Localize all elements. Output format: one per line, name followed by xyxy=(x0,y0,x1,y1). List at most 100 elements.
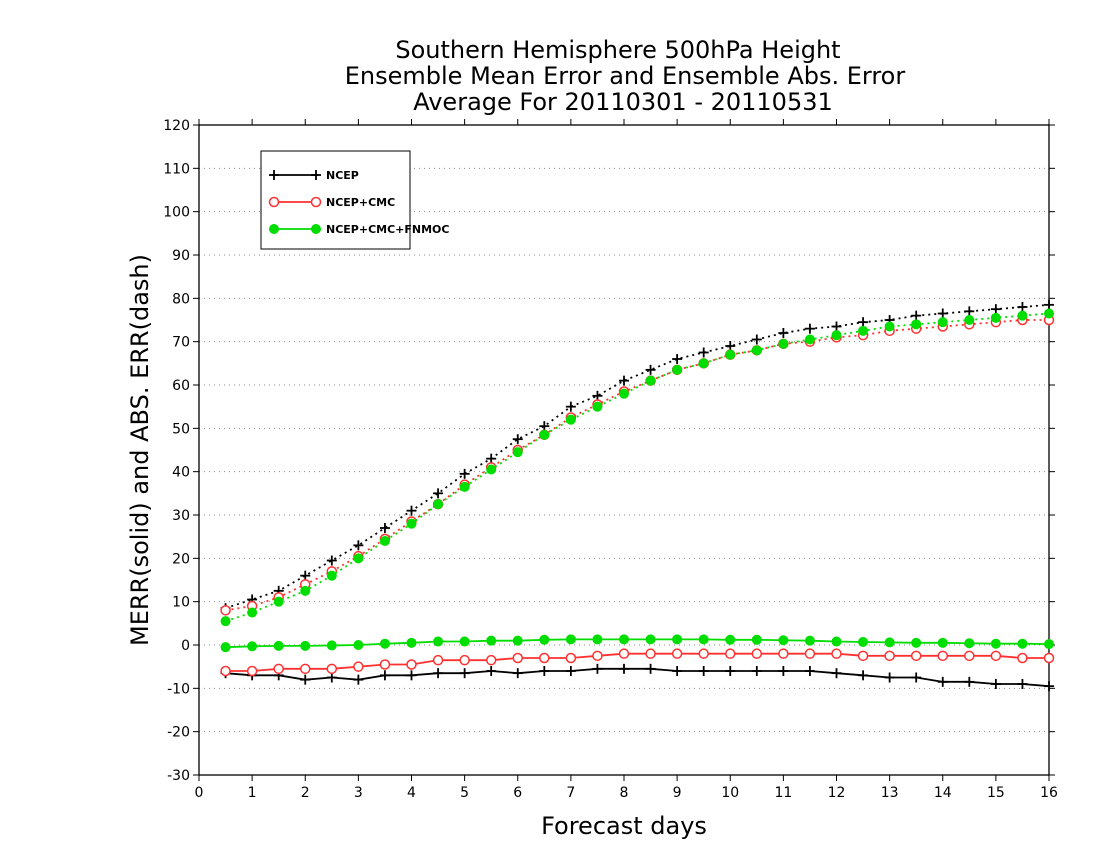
abs-err-point xyxy=(459,468,470,479)
mean-err-point xyxy=(1017,679,1028,689)
abs-err-point xyxy=(539,429,550,440)
mean-err-point xyxy=(1043,652,1055,664)
chart-title: Southern Hemisphere 500hPa Height Ensemb… xyxy=(345,36,906,116)
abs-err-point xyxy=(645,364,656,375)
mean-err-point xyxy=(486,666,497,676)
y-tick-label: 10 xyxy=(172,595,190,611)
mean-err-point xyxy=(911,637,922,648)
legend-item: NCEP+CMC+FNMOC xyxy=(269,223,449,236)
abs-err-point xyxy=(990,304,1001,315)
mean-err-point xyxy=(300,663,311,675)
legend-label: NCEP+CMC xyxy=(326,196,395,209)
mean-err-point xyxy=(406,670,417,681)
abs-err-line xyxy=(225,319,1049,612)
y-tick-label: 110 xyxy=(163,161,190,177)
x-tick-label: 9 xyxy=(673,785,682,801)
series-group xyxy=(220,299,1055,692)
abs-err-point xyxy=(273,596,284,607)
mean-err-point xyxy=(751,648,763,659)
abs-err-point xyxy=(353,553,364,564)
mean-err-point xyxy=(379,659,391,670)
abs-err-point xyxy=(459,481,470,492)
mean-err-point xyxy=(619,663,629,674)
x-tick-label: 10 xyxy=(721,785,739,801)
abs-err-point xyxy=(512,434,523,445)
mean-err-point xyxy=(964,638,975,649)
legend-label: NCEP+CMC+FNMOC xyxy=(326,223,449,236)
abs-err-point xyxy=(778,338,789,349)
abs-err-point xyxy=(884,321,895,332)
abs-err-point xyxy=(220,605,231,616)
abs-err-point xyxy=(565,414,576,425)
x-tick-label: 14 xyxy=(934,785,952,801)
series-ncep-cmc-fnmoc-abs-err xyxy=(220,308,1054,627)
mean-err-point xyxy=(406,659,417,670)
y-tick-label: 100 xyxy=(163,205,190,221)
y-tick-label: 120 xyxy=(163,118,190,134)
abs-err-point xyxy=(911,310,922,321)
mean-err-point xyxy=(512,652,523,664)
mean-err-point xyxy=(937,676,948,687)
series-ncep-abs-err xyxy=(220,299,1054,614)
abs-err-point xyxy=(937,308,948,319)
mean-err-point xyxy=(778,666,789,676)
mean-err-point xyxy=(858,636,869,647)
abs-err-point xyxy=(326,570,337,581)
mean-err-point xyxy=(831,668,842,679)
x-tick-label: 13 xyxy=(881,785,899,801)
y-tick-label: -10 xyxy=(167,681,190,697)
mean-err-point xyxy=(406,637,417,648)
mean-err-point xyxy=(300,674,311,685)
abs-err-point xyxy=(1044,299,1054,310)
mean-err-line xyxy=(225,638,1050,649)
y-tick-label: 30 xyxy=(172,508,190,524)
y-tick-label: 40 xyxy=(172,465,190,481)
abs-err-point xyxy=(592,390,603,401)
abs-err-point xyxy=(725,341,736,351)
mean-err-point xyxy=(937,650,948,662)
mean-err-point xyxy=(751,666,762,676)
mean-err-point xyxy=(459,636,470,647)
abs-err-point xyxy=(379,523,390,533)
abs-err-line xyxy=(225,312,1050,623)
y-tick-label: -30 xyxy=(167,768,190,784)
y-tick-label: 50 xyxy=(172,421,190,437)
mean-err-point xyxy=(592,650,603,662)
mean-err-point xyxy=(857,650,869,662)
mean-err-point xyxy=(459,668,470,679)
legend-marker-right xyxy=(310,196,322,208)
mean-err-point xyxy=(539,634,550,645)
mean-err-point xyxy=(1017,638,1028,649)
abs-err-point xyxy=(406,518,417,529)
abs-err-point xyxy=(326,555,337,566)
mean-err-point xyxy=(539,666,550,676)
mean-err-point xyxy=(858,670,869,681)
mean-err-point xyxy=(884,637,895,648)
abs-err-point xyxy=(990,312,1001,323)
legend-marker-right xyxy=(311,224,321,234)
mean-err-point xyxy=(751,634,762,645)
mean-err-point xyxy=(326,640,337,651)
mean-err-point xyxy=(725,666,736,676)
mean-err-point xyxy=(990,650,1002,662)
mean-err-point xyxy=(273,640,284,651)
legend-marker-left xyxy=(268,196,280,208)
abs-err-point xyxy=(964,306,975,317)
abs-err-point xyxy=(1017,310,1028,321)
y-tick-label: 90 xyxy=(172,248,190,264)
mean-err-point xyxy=(512,668,523,679)
abs-err-point xyxy=(619,388,629,399)
x-tick-label: 15 xyxy=(987,785,1005,801)
mean-err-point xyxy=(353,640,364,650)
mean-err-point xyxy=(645,648,656,659)
chart-title-line-1: Southern Hemisphere 500hPa Height xyxy=(395,36,840,64)
abs-err-point xyxy=(831,330,842,341)
abs-err-point xyxy=(300,570,311,581)
y-tick-label: 80 xyxy=(172,291,190,307)
mean-err-point xyxy=(619,634,629,645)
mean-err-point xyxy=(379,638,390,649)
y-tick-label: 20 xyxy=(172,551,190,567)
abs-err-point xyxy=(379,536,390,546)
mean-err-point xyxy=(220,642,231,653)
abs-err-point xyxy=(486,453,497,464)
